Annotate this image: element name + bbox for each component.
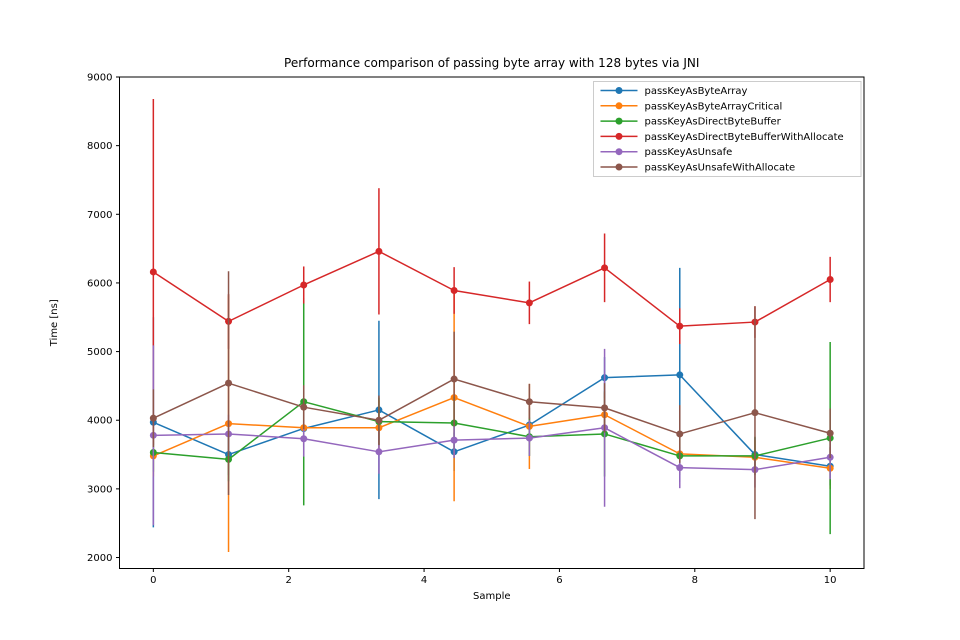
y-tick-label: 7000 [87,210,112,221]
legend-label: passKeyAsUnsafeWithAllocate [645,163,796,174]
x-axis-label: Sample [473,591,511,602]
legend-label: passKeyAsByteArrayCritical [645,101,783,112]
legend-box [593,81,862,177]
plot-frame [119,76,865,569]
series-line [153,378,831,435]
data-point-marker [601,264,609,272]
data-point-marker [676,430,684,438]
data-point-marker [676,371,684,379]
data-point-marker [225,379,233,387]
legend-label: passKeyAsByteArray [645,86,748,97]
x-tick-label: 4 [421,575,427,586]
data-point-marker [375,416,383,424]
y-tick-label: 2000 [87,553,112,564]
data-point-marker [676,464,684,472]
legend-marker [615,102,623,110]
data-point-marker [525,398,533,406]
data-point-marker [450,375,458,383]
series-passKeyAsUnsafe [149,345,834,526]
data-point-marker [751,409,759,417]
data-point-marker [450,286,458,294]
legend: passKeyAsByteArray passKeyAsByteArrayCrit… [593,81,862,177]
data-point-marker [149,268,157,276]
x-tick-label: 2 [286,575,292,586]
legend-item: passKeyAsDirectByteBuffer [600,117,782,128]
data-point-marker [375,448,383,456]
data-point-marker [300,281,308,289]
data-point-marker [300,435,308,443]
series-line [153,396,831,470]
y-tick-label: 8000 [87,141,112,152]
legend-item: passKeyAsUnsafe [600,147,733,158]
legend-marker [615,117,623,125]
data-point-marker [450,436,458,444]
data-point-marker [676,322,684,330]
legend-item: passKeyAsByteArray [600,86,748,97]
series-passKeyAsByteArrayCritical [149,293,834,553]
series-line [153,400,831,461]
data-point-marker [149,414,157,422]
legend-item: passKeyAsDirectByteBufferWithAllocate [600,132,844,143]
y-tick-label: 6000 [87,278,112,289]
legend-label: passKeyAsUnsafe [645,147,733,158]
data-point-marker [375,247,383,255]
series-passKeyAsDirectByteBuffer [149,298,834,535]
legend-label: passKeyAsDirectByteBuffer [645,117,782,128]
legend-item: passKeyAsUnsafeWithAllocate [600,163,796,174]
series-passKeyAsUnsafeWithAllocate [149,271,834,520]
x-tick-label: 6 [556,575,562,586]
data-point-marker [525,299,533,307]
x-tick-label: 0 [150,575,156,586]
legend-label: passKeyAsDirectByteBufferWithAllocate [645,132,844,143]
y-tick-label: 9000 [87,73,112,84]
series-line [153,427,831,471]
y-tick-label: 3000 [87,484,112,495]
y-axis-label: Time [ns] [49,299,60,347]
y-tick-label: 4000 [87,416,112,427]
x-tick-label: 8 [692,575,698,586]
legend-marker [615,87,623,94]
data-point-marker [525,434,533,442]
legend-marker [615,132,623,140]
data-point-marker [826,276,834,284]
chart-title: Performance comparison of passing byte a… [284,56,699,70]
series-layer [149,98,834,553]
axis-ticks-layer: 0 2 4 6 8 10 2000 3000 4000 5000 6000 7000 8000 9000 [87,73,836,587]
data-point-marker [601,404,609,412]
series-line [152,250,831,327]
series-passKeyAsByteArray [149,267,834,528]
y-tick-label: 5000 [87,347,112,358]
data-point-marker [300,403,308,411]
x-tick-label: 10 [824,575,837,586]
data-point-marker [826,429,834,437]
legend-item: passKeyAsByteArrayCritical [600,101,783,112]
legend-marker [615,148,623,156]
legend-marker [615,163,623,171]
